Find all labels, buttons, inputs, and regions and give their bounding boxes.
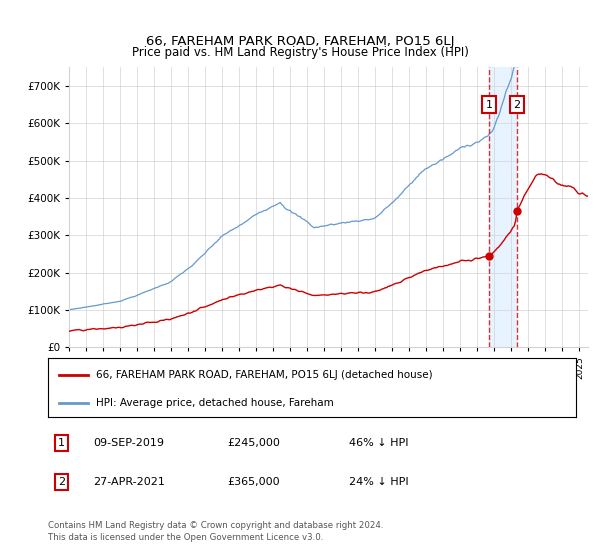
Text: 46% ↓ HPI: 46% ↓ HPI [349,438,409,448]
Text: 27-APR-2021: 27-APR-2021 [93,477,165,487]
Text: Contains HM Land Registry data © Crown copyright and database right 2024.: Contains HM Land Registry data © Crown c… [48,521,383,530]
Text: 1: 1 [485,100,493,110]
Text: 66, FAREHAM PARK ROAD, FAREHAM, PO15 6LJ: 66, FAREHAM PARK ROAD, FAREHAM, PO15 6LJ [146,35,454,48]
Text: HPI: Average price, detached house, Fareham: HPI: Average price, detached house, Fare… [95,398,333,408]
Bar [489,67,517,347]
Text: 2: 2 [514,100,520,110]
Text: 66, FAREHAM PARK ROAD, FAREHAM, PO15 6LJ (detached house): 66, FAREHAM PARK ROAD, FAREHAM, PO15 6LJ… [95,370,432,380]
Text: This data is licensed under the Open Government Licence v3.0.: This data is licensed under the Open Gov… [48,533,323,543]
Text: 09-SEP-2019: 09-SEP-2019 [93,438,164,448]
Text: £245,000: £245,000 [227,438,280,448]
Text: Price paid vs. HM Land Registry's House Price Index (HPI): Price paid vs. HM Land Registry's House … [131,46,469,59]
Text: 24% ↓ HPI: 24% ↓ HPI [349,477,409,487]
Text: 1: 1 [58,438,65,448]
Text: £365,000: £365,000 [227,477,280,487]
Text: 2: 2 [58,477,65,487]
